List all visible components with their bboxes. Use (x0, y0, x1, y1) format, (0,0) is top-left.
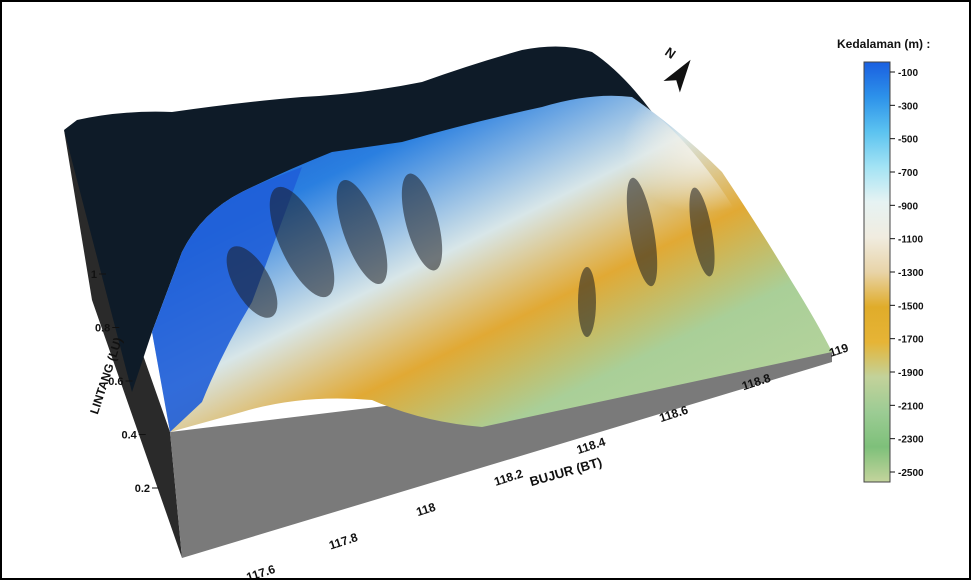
y-tick-label: 1 (91, 269, 97, 281)
block-wall-front (170, 352, 832, 558)
shelf-blue (152, 167, 302, 432)
x-tick-label: 117.8 (327, 530, 360, 552)
legend-tick-label: -500 (898, 135, 918, 146)
y-tick-label: 0.2 (135, 483, 150, 495)
legend-tick-label: -1900 (898, 368, 924, 379)
legend-tick-label: -2500 (898, 468, 924, 479)
legend-tick-label: -900 (898, 201, 918, 212)
x-tick-label: 118 (415, 500, 438, 519)
land-surface (64, 46, 652, 392)
legend-tick-label: -2100 (898, 401, 924, 412)
legend-tick-label: -300 (898, 101, 918, 112)
x-tick-label: 117.6 (245, 562, 278, 578)
x-axis-label: BUJUR (BT) (528, 454, 604, 489)
y-tick-label: 0.6 (108, 376, 123, 388)
legend-tick-label: -100 (898, 68, 918, 79)
legend-ticks: -100 -300 -500 -700 -900 -1100 -1300 -1500 -1700… (890, 68, 924, 479)
legend-tick-label: -1100 (898, 235, 923, 246)
north-label: N (662, 44, 678, 62)
legend-colorbar (863, 61, 891, 483)
ridge-shadows (226, 173, 715, 337)
x-tick-label: 118.2 (492, 466, 525, 488)
legend-tick-label: -1500 (898, 301, 924, 312)
y-axis-ticks: 0.2 0.4 0.6 0.8 1 (91, 269, 159, 495)
legend-tick-label: -2300 (898, 435, 924, 446)
legend-tick-label: -1300 (898, 268, 924, 279)
y-tick-label: 0.4 (121, 430, 137, 442)
north-arrow-icon (663, 59, 691, 93)
legend-tick-label: -700 (898, 168, 918, 179)
legend-title: Kedalaman (m) : (837, 37, 930, 51)
x-tick-label: 119 (827, 340, 850, 359)
y-tick-label: 0.8 (95, 323, 110, 335)
legend-tick-label: -1700 (898, 335, 924, 346)
